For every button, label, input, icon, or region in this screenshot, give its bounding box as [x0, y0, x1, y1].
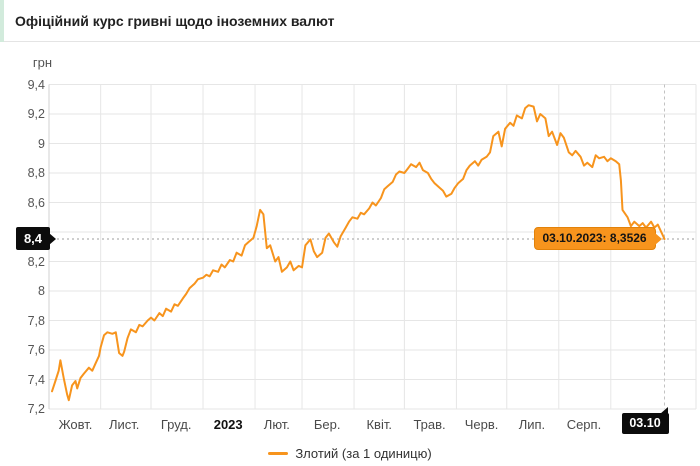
header-accent-stripe [0, 0, 4, 42]
legend[interactable]: Злотий (за 1 одиницю) [0, 444, 700, 462]
x-tick-label: Серп. [566, 417, 602, 432]
y-tick-label: 9 [38, 136, 45, 151]
y-tick-label: 7,2 [27, 402, 45, 416]
x-tick-label: Лист. [108, 417, 140, 432]
x-tick-label: Бер. [313, 417, 341, 432]
y-tick-label: 9,4 [27, 77, 45, 92]
y-tick-label: 8,2 [27, 254, 45, 269]
chart-tooltip: 03.10.2023: 8,3526 [533, 227, 662, 251]
x-tick-label: Груд. [160, 417, 192, 432]
y-axis-unit-label: грн [32, 55, 52, 70]
x-tick-label: Черв. [464, 417, 499, 432]
y-tick-label: 8,8 [27, 166, 45, 180]
y-tick-label: 8,6 [27, 195, 45, 210]
y-tick-label: 7,4 [27, 372, 45, 387]
y-tick-label: 8 [38, 284, 45, 298]
y-tick-label: 7,6 [27, 343, 45, 357]
x-tick-label: Квіт. [366, 417, 392, 432]
current-value-axis-badge: 8,4 [16, 227, 56, 251]
legend-line-swatch [268, 451, 289, 455]
x-tick-label: 2023 [213, 417, 243, 432]
x-tick-label: Лип. [518, 417, 546, 432]
y-tick-label: 9,2 [27, 107, 45, 121]
x-tick-label: Трав. [413, 417, 446, 432]
x-tick-label: Лют. [263, 417, 290, 432]
current-date-axis-badge: 03.10 [621, 407, 669, 434]
legend-label: Злотий (за 1 одиницю) [295, 445, 432, 461]
x-tick-label: Жовт. [58, 417, 93, 432]
page-title: Офіційний курс гривні щодо іноземних вал… [15, 13, 335, 29]
series-line-zloty[interactable] [51, 104, 666, 402]
header: Офіційний курс гривні щодо іноземних вал… [0, 0, 700, 42]
y-tick-label: 7,8 [27, 313, 45, 328]
